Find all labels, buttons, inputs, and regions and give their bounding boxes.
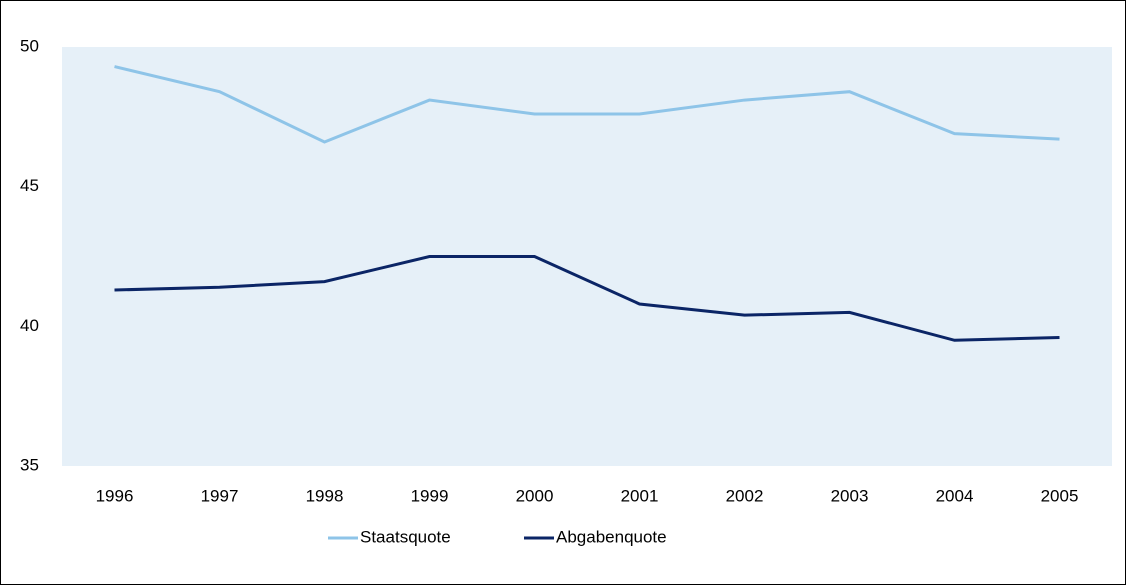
x-tick-label: 1997	[201, 486, 239, 505]
series-line	[114, 255, 1060, 342]
plot-area	[62, 47, 1112, 466]
x-tick-label: 2000	[516, 486, 554, 505]
x-tick-label: 1998	[306, 486, 344, 505]
y-tick-label: 45	[20, 176, 39, 195]
y-tick-label: 40	[20, 316, 39, 335]
x-tick-label: 2005	[1041, 486, 1079, 505]
legend-label: Abgabenquote	[556, 527, 667, 546]
series-line	[114, 65, 1060, 144]
y-tick-label: 35	[20, 455, 39, 474]
x-tick-label: 2003	[831, 486, 869, 505]
x-tick-label: 2001	[621, 486, 659, 505]
x-tick-label: 2004	[936, 486, 974, 505]
y-tick-label: 50	[20, 36, 39, 55]
x-tick-label: 2002	[726, 486, 764, 505]
x-tick-label: 1996	[96, 486, 134, 505]
x-tick-label: 1999	[411, 486, 449, 505]
legend-label: Staatsquote	[360, 527, 451, 546]
